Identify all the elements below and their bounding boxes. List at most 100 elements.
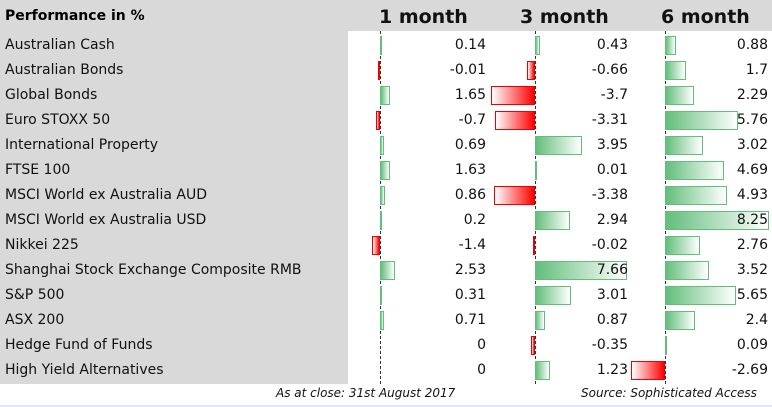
cell-value: 0.14: [454, 37, 486, 53]
cell-value: -2.69: [731, 362, 768, 378]
data-bar: [631, 361, 665, 380]
axis-line-3-month: [535, 31, 536, 384]
cell-value: -3.7: [600, 87, 628, 103]
data-bar: [490, 86, 535, 105]
data-bar: [371, 236, 380, 255]
row-label: International Property: [5, 137, 159, 153]
cell-value: 0.31: [454, 287, 486, 303]
data-bar: [380, 36, 382, 55]
cell-value: 3.52: [736, 262, 768, 278]
row-label: Australian Bonds: [5, 62, 124, 78]
data-bar: [380, 211, 382, 230]
data-bar: [380, 161, 390, 180]
data-bar: [380, 311, 385, 330]
cell-value: 0.88: [736, 37, 768, 53]
cell-value: -1.4: [458, 237, 486, 253]
data-bar: [665, 61, 687, 80]
data-bar: [530, 336, 535, 355]
cell-value: 0.09: [736, 337, 768, 353]
data-bar: [665, 111, 738, 130]
cell-value: 2.4: [745, 312, 768, 328]
row-label: Nikkei 225: [5, 237, 79, 253]
cell-value: 2.94: [596, 212, 628, 228]
row-label: ASX 200: [5, 312, 65, 328]
data-bar: [665, 336, 667, 355]
data-bar: [665, 161, 725, 180]
cell-value: 0.71: [454, 312, 486, 328]
cell-value: 0.69: [454, 137, 486, 153]
cell-value: 7.66: [596, 262, 628, 278]
data-bar: [380, 136, 385, 155]
cell-value: -0.7: [458, 112, 486, 128]
source-note: Source: Sophisticated Access: [581, 386, 757, 400]
cell-value: 4.69: [736, 162, 768, 178]
cell-value: 3.95: [596, 137, 628, 153]
cell-value: 0.43: [596, 37, 628, 53]
data-bar: [535, 136, 583, 155]
cell-value: 0: [477, 337, 486, 353]
row-label: Hedge Fund of Funds: [5, 337, 153, 353]
data-area: [348, 31, 772, 384]
row-label: Shanghai Stock Exchange Composite RMB: [5, 262, 302, 278]
cell-value: 2.76: [736, 237, 768, 253]
data-bar: [494, 186, 535, 205]
data-bar: [380, 86, 390, 105]
cell-value: 0: [477, 362, 486, 378]
column-header-1-month: 1 month: [379, 6, 468, 28]
data-bar: [535, 261, 627, 280]
cell-value: 2.53: [454, 262, 486, 278]
row-label: Australian Cash: [5, 37, 115, 53]
cell-value: 3.02: [736, 137, 768, 153]
cell-value: 5.76: [736, 112, 768, 128]
data-bar: [535, 211, 571, 230]
cell-value: 5.65: [736, 287, 768, 303]
data-bar: [665, 211, 769, 230]
footer: [0, 384, 772, 407]
cell-value: -0.01: [449, 62, 486, 78]
table-title: Performance in %: [5, 8, 145, 24]
column-header-6-month: 6 month: [661, 6, 750, 28]
data-bar: [380, 261, 396, 280]
cell-value: -3.31: [591, 112, 628, 128]
data-bar: [380, 186, 386, 205]
cell-value: 0.2: [463, 212, 486, 228]
data-bar: [535, 311, 546, 330]
data-bar: [665, 36, 677, 55]
cell-value: 0.87: [596, 312, 628, 328]
cell-value: 1.65: [454, 87, 486, 103]
cell-value: -0.66: [591, 62, 628, 78]
cell-value: 4.93: [736, 187, 768, 203]
cell-value: 3.01: [596, 287, 628, 303]
cell-value: 0.86: [454, 187, 486, 203]
data-bar: [535, 36, 541, 55]
cell-value: 8.25: [736, 212, 768, 228]
row-label: MSCI World ex Australia AUD: [5, 187, 207, 203]
column-header-3-month: 3 month: [520, 6, 609, 28]
row-label: S&P 500: [5, 287, 65, 303]
data-bar: [665, 286, 737, 305]
data-bar: [533, 236, 535, 255]
data-bar: [535, 161, 537, 180]
data-bar: [535, 286, 572, 305]
data-bar: [495, 111, 535, 130]
data-bar: [378, 61, 380, 80]
data-bar: [380, 286, 382, 305]
data-bar: [665, 236, 700, 255]
data-bar: [527, 61, 535, 80]
cell-value: 1.7: [745, 62, 768, 78]
row-label: MSCI World ex Australia USD: [5, 212, 207, 228]
row-label: FTSE 100: [5, 162, 71, 178]
as-at-date: As at close: 31st August 2017: [276, 386, 456, 400]
cell-value: 1.23: [596, 362, 628, 378]
row-label: Euro STOXX 50: [5, 112, 111, 128]
data-bar: [375, 111, 380, 130]
cell-value: 2.29: [736, 87, 768, 103]
data-bar: [665, 136, 704, 155]
cell-value: -0.35: [591, 337, 628, 353]
cell-value: -0.02: [591, 237, 628, 253]
data-bar: [665, 186, 728, 205]
axis-line-1-month: [380, 31, 381, 384]
data-bar: [665, 86, 694, 105]
row-label: Global Bonds: [5, 87, 98, 103]
axis-line-6-month: [665, 31, 666, 384]
